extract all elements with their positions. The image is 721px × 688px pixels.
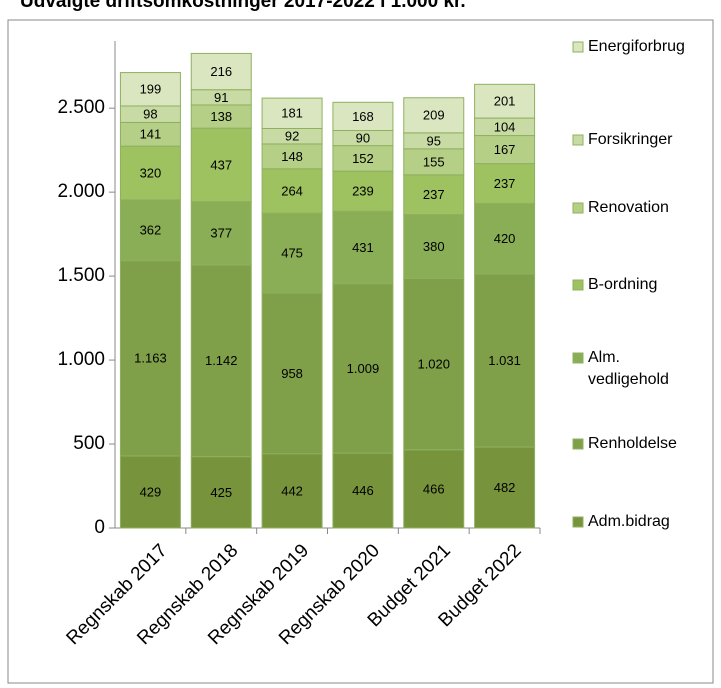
bar-segment (474, 83, 536, 119)
y-tick-label: 2.000 (57, 181, 105, 202)
legend-swatch (572, 134, 584, 146)
data-label: 431 (352, 240, 374, 255)
data-label: 201 (494, 94, 516, 109)
y-tick-label: 500 (73, 433, 105, 454)
data-label: 98 (143, 107, 157, 122)
legend-swatch (572, 279, 584, 291)
data-label: 181 (281, 106, 303, 121)
y-tick-label: 2.500 (57, 97, 105, 118)
bar-segment (474, 273, 536, 448)
data-label: 446 (352, 483, 374, 498)
data-label: 420 (494, 231, 516, 246)
bar-segment (332, 452, 394, 529)
bar-segment (403, 214, 465, 279)
data-label: 466 (423, 481, 445, 496)
bar-segment (332, 101, 394, 132)
bar-segment (403, 97, 465, 134)
legend-label: Forsikringer (588, 131, 673, 148)
data-label: 91 (214, 90, 228, 105)
bar-segment (119, 72, 181, 107)
legend-swatch (572, 438, 584, 450)
bar-segment (119, 260, 181, 457)
bar-segment (119, 455, 181, 529)
bar-segment (261, 292, 323, 455)
chart-title: Udvalgte driftsomkostninger 2017-2022 i … (20, 0, 466, 12)
data-label: 237 (423, 187, 445, 202)
bar-segment (332, 283, 394, 454)
bar-segment (190, 127, 252, 203)
bar-segment (332, 170, 394, 212)
bar-segment (474, 446, 536, 529)
bar-segment (119, 145, 181, 201)
bar-segment (403, 449, 465, 529)
data-label: 167 (494, 142, 516, 157)
data-label: 380 (423, 239, 445, 254)
bar-segment (332, 210, 394, 285)
data-label: 148 (281, 149, 303, 164)
legend-label: Energiforbrug (588, 38, 685, 55)
data-label: 425 (210, 485, 232, 500)
data-label: 429 (140, 484, 162, 499)
bar-segment (403, 277, 465, 451)
y-tick-label: 1.500 (57, 265, 105, 286)
data-label: 442 (281, 483, 303, 498)
data-label: 377 (210, 226, 232, 241)
data-label: 1.031 (488, 353, 521, 368)
bar-segment (261, 453, 323, 529)
data-label: 209 (423, 108, 445, 123)
y-tick-label: 0 (94, 517, 105, 538)
bar-segment (403, 148, 465, 176)
data-label: 1.142 (205, 353, 238, 368)
bar-segment (261, 168, 323, 214)
data-label: 264 (281, 183, 303, 198)
bar-segment (119, 199, 181, 262)
bar-segment (261, 143, 323, 170)
y-tick-label: 1.000 (57, 349, 105, 370)
data-label: 199 (140, 82, 162, 97)
data-label: 95 (427, 133, 441, 148)
bar-segment (474, 202, 536, 275)
data-label: 104 (494, 119, 516, 134)
data-label: 437 (210, 157, 232, 172)
data-label: 475 (281, 245, 303, 260)
bar-segment (332, 145, 394, 172)
bar-segment (261, 97, 323, 129)
bar-segment (190, 52, 252, 91)
bar-segment (474, 163, 536, 204)
data-label: 138 (210, 109, 232, 124)
data-label: 1.009 (347, 361, 380, 376)
bar-segment (261, 212, 323, 294)
data-label: 216 (210, 64, 232, 79)
legend-label: Alm. vedligehold (588, 349, 669, 388)
data-label: 958 (281, 366, 303, 381)
data-label: 1.163 (134, 351, 167, 366)
bar-segment (190, 201, 252, 266)
legend-swatch (572, 352, 584, 364)
legend-label: B-ordning (588, 276, 657, 293)
legend-label: Renholdelse (588, 435, 677, 452)
legend-swatch (572, 516, 584, 528)
bar-segment (190, 456, 252, 529)
data-label: 168 (352, 109, 374, 124)
data-label: 155 (423, 154, 445, 169)
legend-swatch (572, 41, 584, 53)
data-label: 90 (356, 131, 370, 146)
data-label: 482 (494, 480, 516, 495)
data-label: 239 (352, 184, 374, 199)
data-label: 320 (140, 165, 162, 180)
data-label: 1.020 (417, 357, 450, 372)
data-label: 237 (494, 176, 516, 191)
legend-swatch (572, 202, 584, 214)
legend-label: Adm.bidrag (588, 513, 670, 530)
data-label: 152 (352, 151, 374, 166)
data-label: 362 (140, 223, 162, 238)
data-label: 92 (285, 129, 299, 144)
legend-label: Renovation (588, 199, 669, 216)
bar-segment (190, 264, 252, 458)
data-label: 141 (140, 127, 162, 142)
